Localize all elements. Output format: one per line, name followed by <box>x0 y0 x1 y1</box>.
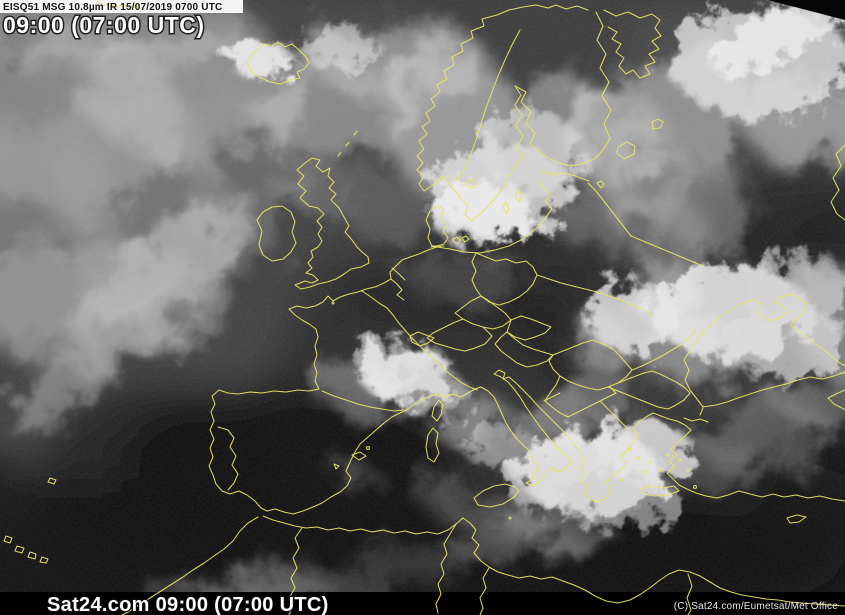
copyright-label: (C) Sat24.com/Eumetsat/Met Office <box>674 601 838 612</box>
image-edge-wedge <box>768 0 845 20</box>
coastline-borders-layer <box>3 0 845 615</box>
product-header-label: EISQ51 MSG 10.8µm IR 15/07/2019 0700 UTC <box>3 2 222 13</box>
timestamp-overlay-label: 09:00 (07:00 UTC) <box>3 12 205 38</box>
footer-branding-label: Sat24.com 09:00 (07:00 UTC) <box>47 594 329 615</box>
product-header-bar <box>0 0 243 13</box>
